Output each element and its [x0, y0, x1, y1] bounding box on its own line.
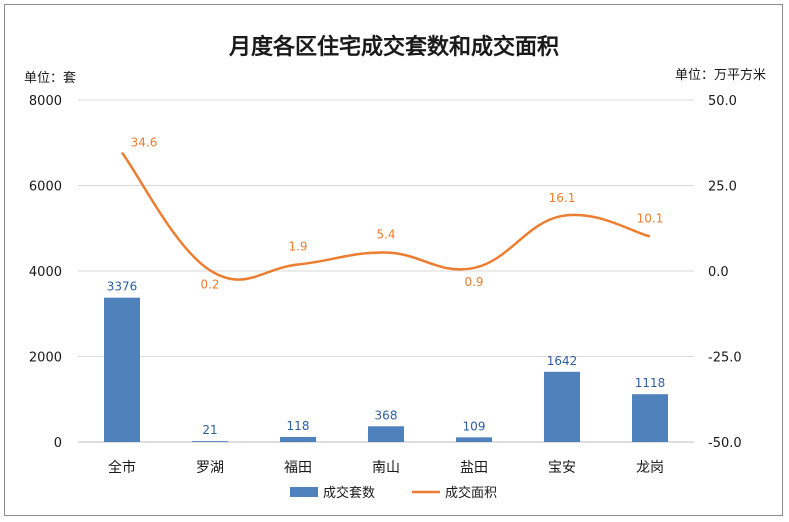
- right-tick-label: -25.0: [708, 351, 742, 366]
- bar-value-label: 368: [375, 408, 398, 422]
- category-labels: 全市 罗湖 福田 南山 盐田 宝安 龙岗: [108, 459, 664, 476]
- category-label: 罗湖: [196, 460, 224, 476]
- legend-label-bars: 成交套数: [323, 485, 375, 501]
- bar-series: 3376 21 118 368 109 1642 1118: [104, 280, 668, 442]
- left-axis-ticks: 0 2000 4000 6000 8000: [29, 94, 62, 451]
- category-label: 福田: [284, 460, 312, 476]
- line-value-label: 1.9: [288, 240, 307, 254]
- line-value-label: 0.2: [200, 277, 219, 291]
- line-value-label: 10.1: [637, 211, 664, 225]
- bar-value-label: 118: [287, 419, 310, 433]
- category-label: 全市: [108, 459, 136, 476]
- bar: [544, 371, 580, 442]
- left-tick-label: 6000: [29, 180, 62, 195]
- category-label: 南山: [372, 460, 400, 476]
- left-tick-label: 2000: [29, 351, 62, 366]
- bar-value-label: 109: [463, 419, 486, 433]
- bar-value-label: 1642: [547, 354, 578, 368]
- gridlines: [78, 99, 694, 443]
- line-value-label: 5.4: [376, 228, 395, 242]
- bar-value-label: 1118: [635, 376, 666, 390]
- right-tick-label: 50.0: [708, 94, 737, 109]
- line-series: 34.6 0.2 1.9 5.4 0.9 16.1 10.1: [120, 136, 664, 291]
- line-value-label: 16.1: [549, 191, 576, 205]
- bar: [632, 394, 668, 442]
- line-value-label: 0.9: [464, 275, 483, 289]
- legend-label-line: 成交面积: [445, 485, 497, 501]
- category-label: 宝安: [548, 460, 576, 476]
- bar-value-label: 21: [202, 423, 217, 437]
- left-axis-unit: 单位：套: [24, 70, 76, 86]
- right-tick-label: 25.0: [708, 180, 737, 195]
- left-tick-label: 8000: [29, 94, 62, 109]
- bar-value-label: 3376: [107, 280, 138, 294]
- right-axis-ticks: -50.0 -25.0 0.0 25.0 50.0: [708, 94, 742, 451]
- bar: [280, 436, 316, 442]
- chart-title: 月度各区住宅成交套数和成交面积: [228, 34, 559, 60]
- bar: [368, 426, 404, 442]
- left-tick-label: 4000: [29, 265, 62, 280]
- line-value-label: 34.6: [131, 136, 158, 150]
- legend-swatch-bars: [290, 487, 318, 497]
- area-series-line: [120, 151, 651, 281]
- bar: [192, 441, 228, 442]
- category-label: 盐田: [460, 460, 488, 476]
- bar: [456, 437, 492, 442]
- legend: 成交套数 成交面积: [290, 485, 497, 501]
- right-tick-label: -50.0: [708, 436, 742, 451]
- bar: [104, 297, 140, 442]
- left-tick-label: 0: [54, 436, 62, 451]
- category-label: 龙岗: [636, 460, 664, 476]
- right-axis-unit: 单位：万平方米: [675, 67, 766, 83]
- right-tick-label: 0.0: [708, 265, 729, 280]
